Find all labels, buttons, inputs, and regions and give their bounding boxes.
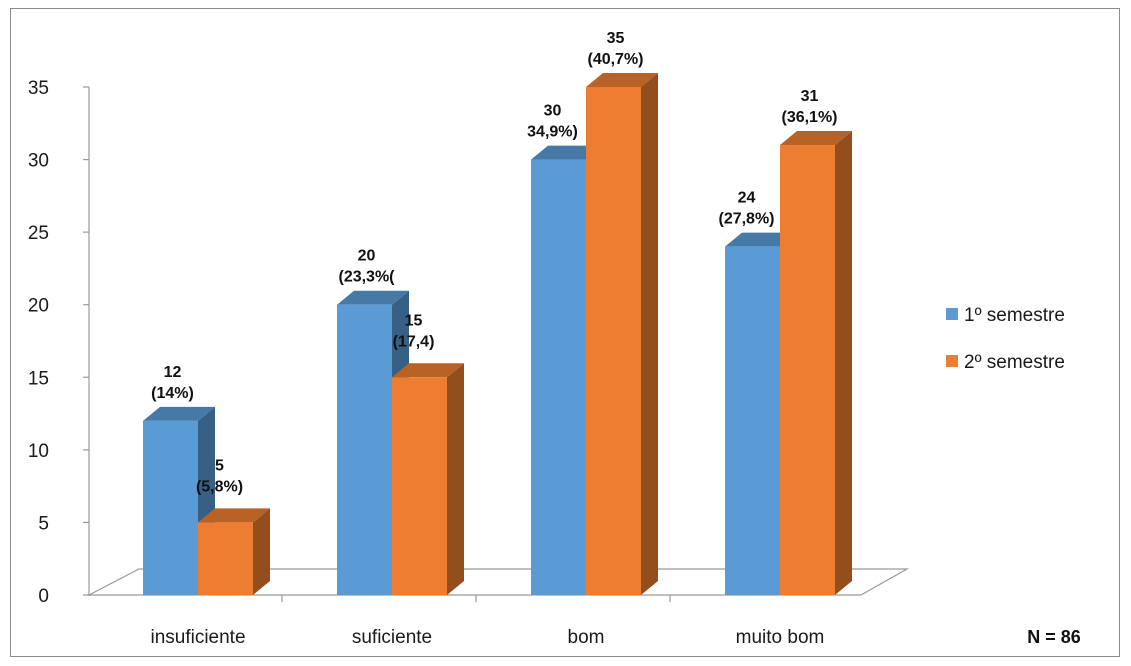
chart-frame: 0 5 10 15 20 25 30 35 insuficiente suficiente bom m…: [10, 8, 1120, 657]
bar-top-face: [780, 131, 852, 146]
data-label-percent: (27,8%): [718, 211, 774, 228]
bar-top-face: [586, 73, 658, 87]
data-label: 20 (23,3%(: [338, 248, 395, 286]
sample-size-annotation: N = 86: [1027, 627, 1081, 647]
bar-front-face: [198, 522, 253, 595]
data-label-value: 31: [801, 88, 819, 105]
data-label-value: 30: [544, 103, 562, 120]
data-label: 24 (27,8%): [718, 190, 774, 228]
bar-front-face: [586, 87, 641, 595]
legend-swatch: [946, 355, 958, 367]
bar-side-face: [447, 363, 464, 595]
data-label-percent: (36,1%): [781, 109, 837, 126]
data-label-percent: 34,9%): [527, 124, 578, 141]
data-label: 15 (17,4): [393, 312, 435, 350]
data-label-value: 12: [164, 364, 182, 381]
bar-top-face: [531, 145, 603, 160]
bar-front-face: [143, 420, 198, 595]
y-tick-label: 20: [28, 296, 49, 317]
y-tick-label: 35: [28, 78, 49, 99]
legend-swatch: [946, 308, 958, 320]
bar-side-face: [835, 131, 852, 596]
data-label-value: 20: [358, 248, 376, 265]
bar-top-face: [337, 290, 409, 305]
legend-label: 2º semestre: [964, 352, 1065, 373]
bar-front-face: [392, 377, 447, 595]
data-label: 35 (40,7%): [587, 30, 643, 68]
bar-side-face: [253, 508, 270, 595]
y-tick-label: 15: [28, 368, 49, 389]
bar-side-face: [641, 73, 658, 595]
y-tick-label: 0: [38, 586, 49, 607]
bar-top-face: [725, 232, 797, 247]
data-label-percent: (23,3%(: [338, 269, 395, 286]
bar: [586, 73, 658, 595]
bar-top-face: [392, 363, 464, 378]
bar-front-face: [780, 145, 835, 596]
y-tick-label: 25: [28, 223, 49, 244]
category-label: muito bom: [736, 627, 825, 648]
category-label: insuficiente: [150, 627, 245, 648]
bar-top-face: [198, 508, 270, 523]
data-label: 31 (36,1%): [781, 88, 837, 126]
bar: [198, 508, 270, 595]
bar-top-face: [143, 406, 215, 421]
bar-chart: 0 5 10 15 20 25 30 35 insuficiente suficiente bom m…: [28, 30, 1081, 648]
bar-front-face: [725, 246, 780, 595]
data-label: 30 34,9%): [527, 103, 578, 141]
y-tick-label: 30: [28, 151, 49, 172]
bar: [392, 363, 464, 595]
bar: [780, 131, 852, 596]
legend-item: 1º semestre: [946, 305, 1065, 326]
bar-front-face: [337, 304, 392, 595]
bar: [143, 406, 215, 595]
y-tick-label: 10: [28, 441, 49, 462]
data-label-value: 24: [738, 190, 756, 207]
data-label-percent: (17,4): [393, 333, 435, 350]
bar-front-face: [531, 159, 586, 596]
data-label-value: 15: [405, 312, 423, 329]
data-label: 12 (14%): [151, 364, 194, 402]
legend-item: 2º semestre: [946, 352, 1065, 373]
data-label-percent: (40,7%): [587, 51, 643, 68]
data-label-value: 5: [215, 457, 224, 474]
data-label-percent: (5,8%): [196, 478, 243, 495]
legend-label: 1º semestre: [964, 305, 1065, 326]
category-label: suficiente: [352, 627, 432, 648]
category-label: bom: [568, 627, 605, 648]
data-label-value: 35: [607, 30, 625, 47]
data-label: 5 (5,8%): [196, 457, 243, 495]
y-tick-label: 5: [38, 513, 49, 534]
data-label-percent: (14%): [151, 385, 194, 402]
